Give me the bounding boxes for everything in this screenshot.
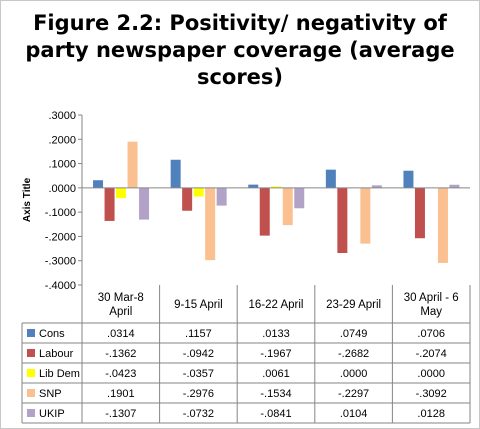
y-tick-label: .3000 — [48, 110, 76, 122]
bar-cons — [325, 169, 336, 188]
y-tick-label: -.3000 — [45, 256, 76, 268]
series-name: Labour — [39, 348, 74, 360]
category-label: 30 April - 6 — [404, 292, 459, 304]
data-table-cell: .0104 — [340, 408, 368, 420]
data-table-cell: .0133 — [262, 328, 290, 340]
bar-cons — [93, 180, 104, 188]
bar-ukip — [139, 187, 150, 220]
data-table-cell: .0706 — [417, 328, 445, 340]
bar-ukip — [371, 185, 382, 188]
bar-snp — [437, 187, 448, 263]
series-name: SNP — [39, 388, 62, 400]
chart-title-line-3: scores) — [196, 65, 284, 89]
y-tick-label: -.1000 — [45, 207, 76, 219]
chart-title-line-2: party newspaper coverage (average — [25, 38, 455, 62]
category-label: 16-22 April — [249, 299, 304, 311]
legend-key-snp — [27, 389, 35, 397]
bar-lib-dem — [271, 186, 282, 188]
data-table-cell: .1901 — [107, 388, 135, 400]
bar-labour — [104, 187, 115, 221]
data-table-cell: -.0841 — [260, 408, 291, 420]
category-label: April — [109, 306, 132, 318]
data-table-cell: -.1534 — [260, 388, 291, 400]
category-label: 30 Mar-8 — [98, 292, 144, 304]
legend-key-cons — [27, 329, 35, 337]
data-table-cell: -.0942 — [183, 348, 214, 360]
data-table-cell: .0128 — [417, 408, 445, 420]
data-table-cell: .0061 — [262, 368, 290, 380]
chart-title-line-1: Figure 2.2: Positivity/ negativity of — [33, 11, 447, 35]
data-table-cell: .0314 — [107, 328, 135, 340]
y-tick-label: .2000 — [48, 134, 76, 146]
data-table-cell: -.1362 — [105, 348, 136, 360]
y-tick-label: -.4000 — [45, 280, 76, 292]
data-table-cell: -.1967 — [260, 348, 291, 360]
bar-snp — [205, 187, 216, 261]
data-table-cell: -.2682 — [338, 348, 369, 360]
legend-key-ukip — [27, 409, 35, 417]
bar-lib-dem — [193, 187, 204, 197]
data-table-cell: -.3092 — [416, 388, 447, 400]
y-tick-label: .1000 — [48, 159, 76, 171]
bar-labour — [259, 187, 270, 236]
data-table-cell: -.2074 — [416, 348, 447, 360]
series-name: Lib Dem — [39, 368, 80, 380]
data-table-cell: -.1307 — [105, 408, 136, 420]
data-table-cell: .0000 — [340, 368, 368, 380]
bar-ukip — [294, 187, 305, 209]
legend-key-labour — [27, 349, 35, 357]
bar-ukip — [449, 184, 460, 188]
chart-title: Figure 2.2: Positivity/ negativity of pa… — [0, 10, 480, 91]
category-label: 23-29 April — [326, 299, 381, 311]
data-table-cell: .1157 — [185, 328, 212, 340]
data-table-cell: .0749 — [340, 328, 368, 340]
category-label: May — [420, 306, 442, 318]
bar-snp — [282, 187, 293, 226]
bar-cons — [403, 170, 414, 188]
bar-snp — [127, 141, 138, 188]
bar-lib-dem — [116, 187, 127, 199]
data-table-cell: -.0732 — [183, 408, 214, 420]
data-table-cell: .0000 — [417, 368, 445, 380]
y-axis-title: Axis Title — [22, 177, 33, 222]
bar-ukip — [216, 187, 227, 206]
series-name: Cons — [39, 328, 65, 340]
bar-snp — [360, 187, 371, 244]
bar-labour — [182, 187, 193, 211]
bar-labour — [414, 187, 425, 239]
legend-key-lib-dem — [27, 369, 35, 377]
bar-cons — [170, 159, 181, 188]
series-name: UKIP — [39, 408, 65, 420]
y-tick-label: .0000 — [48, 183, 76, 195]
data-table-cell: -.2976 — [183, 388, 214, 400]
y-tick-label: -.2000 — [45, 231, 76, 243]
category-label: 9-15 April — [174, 299, 223, 311]
bar-cons — [248, 184, 259, 188]
data-table-cell: -.2297 — [338, 388, 369, 400]
bar-labour — [337, 187, 348, 253]
data-table-cell: -.0423 — [105, 368, 136, 380]
data-table-cell: -.0357 — [183, 368, 214, 380]
